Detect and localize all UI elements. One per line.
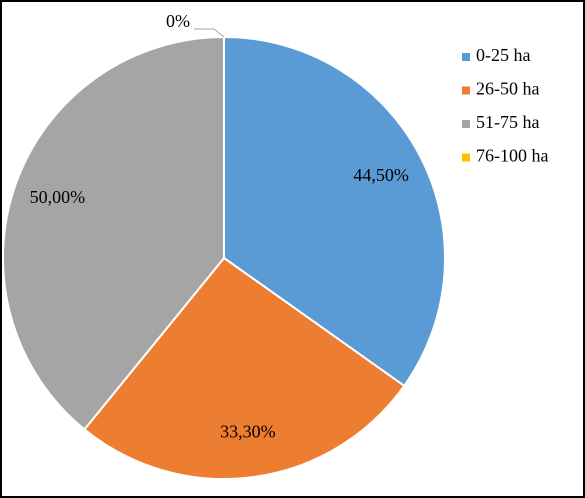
leader-line: [194, 28, 225, 38]
data-label: 44,50%: [353, 165, 409, 185]
pie-slice: [223, 35, 446, 388]
data-label: 33,30%: [220, 421, 276, 441]
data-label: 50,00%: [30, 187, 86, 207]
legend-marker: [462, 53, 470, 61]
legend-label: 0-25 ha: [476, 45, 530, 65]
legend-label: 26-50 ha: [476, 79, 539, 99]
legend-label: 76-100 ha: [476, 146, 548, 166]
pie-slice: [2, 35, 225, 431]
pie-slice: [83, 256, 406, 480]
legend-label: 51-75 ha: [476, 112, 539, 132]
legend-marker: [462, 120, 470, 128]
legend-marker: [462, 86, 470, 95]
data-label: 0%: [166, 11, 190, 31]
legend-marker: [462, 153, 470, 162]
